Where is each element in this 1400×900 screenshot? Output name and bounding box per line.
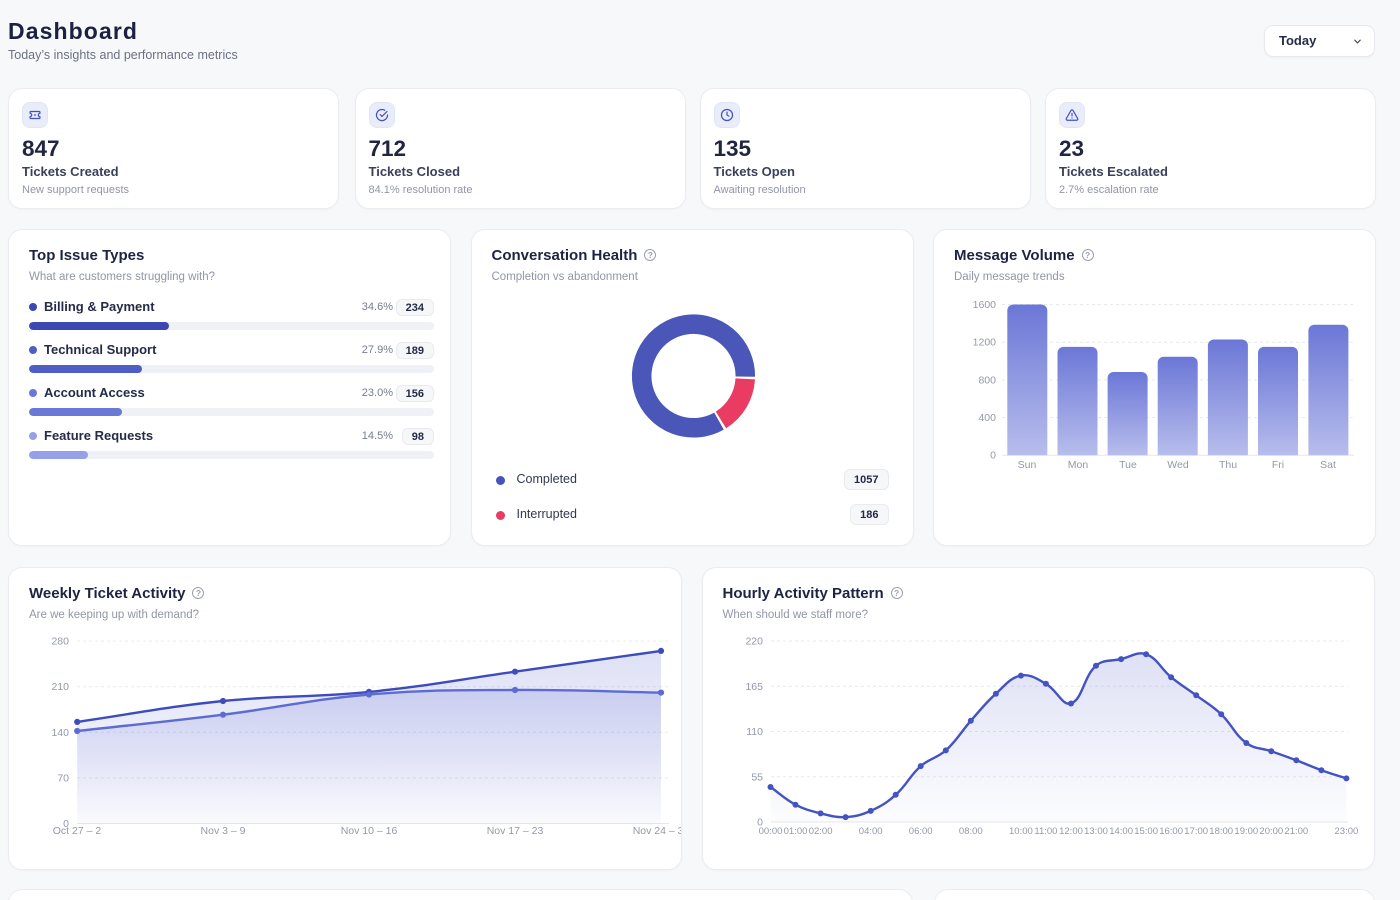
svg-text:06:00: 06:00: [908, 826, 932, 837]
svg-text:13:00: 13:00: [1084, 826, 1108, 837]
svg-text:Fri: Fri: [1272, 459, 1284, 471]
svg-text:0: 0: [63, 818, 69, 830]
svg-text:16:00: 16:00: [1159, 826, 1183, 837]
svg-text:Nov 17 – 23: Nov 17 – 23: [487, 825, 544, 837]
svg-text:02:00: 02:00: [808, 826, 832, 837]
svg-text:10:00: 10:00: [1009, 826, 1033, 837]
svg-text:165: 165: [745, 681, 763, 693]
svg-text:280: 280: [51, 636, 69, 648]
svg-text:110: 110: [746, 726, 763, 738]
svg-text:Sat: Sat: [1320, 459, 1336, 471]
svg-text:20:00: 20:00: [1259, 826, 1283, 837]
svg-text:0: 0: [757, 817, 763, 829]
svg-text:Tue: Tue: [1119, 459, 1137, 471]
svg-text:Wed: Wed: [1167, 459, 1189, 471]
svg-text:Nov 3 – 9: Nov 3 – 9: [201, 825, 246, 837]
svg-text:21:00: 21:00: [1284, 826, 1308, 837]
svg-text:55: 55: [751, 771, 763, 783]
svg-text:1200: 1200: [973, 337, 997, 349]
svg-text:220: 220: [745, 636, 763, 648]
svg-text:01:00: 01:00: [783, 826, 807, 837]
svg-text:04:00: 04:00: [858, 826, 882, 837]
svg-text:Oct 27 – 2: Oct 27 – 2: [53, 825, 102, 837]
svg-text:210: 210: [51, 681, 69, 693]
svg-text:140: 140: [51, 727, 69, 739]
svg-text:Nov 24 – 30: Nov 24 – 30: [633, 825, 682, 837]
svg-text:11:00: 11:00: [1034, 826, 1057, 837]
svg-text:400: 400: [978, 412, 996, 424]
svg-text:00:00: 00:00: [758, 826, 782, 837]
svg-text:18:00: 18:00: [1209, 826, 1233, 837]
svg-text:Nov 10 – 16: Nov 10 – 16: [341, 825, 398, 837]
svg-text:Sun: Sun: [1018, 459, 1037, 471]
svg-text:17:00: 17:00: [1184, 826, 1208, 837]
svg-text:1600: 1600: [973, 299, 997, 311]
svg-text:19:00: 19:00: [1234, 826, 1258, 837]
svg-text:08:00: 08:00: [958, 826, 982, 837]
svg-text:23:00: 23:00: [1334, 826, 1358, 837]
svg-text:0: 0: [990, 450, 996, 462]
svg-text:70: 70: [57, 772, 69, 784]
svg-text:Mon: Mon: [1068, 459, 1089, 471]
svg-text:15:00: 15:00: [1134, 826, 1158, 837]
svg-text:Thu: Thu: [1219, 459, 1237, 471]
svg-text:12:00: 12:00: [1059, 826, 1083, 837]
svg-text:800: 800: [978, 374, 996, 386]
svg-text:14:00: 14:00: [1109, 826, 1133, 837]
